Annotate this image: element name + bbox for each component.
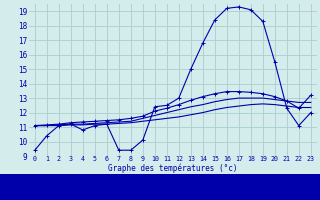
X-axis label: Graphe des températures (°c): Graphe des températures (°c) bbox=[108, 163, 237, 173]
